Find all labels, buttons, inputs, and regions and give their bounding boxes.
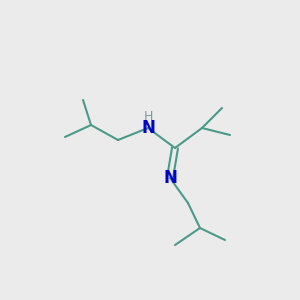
Text: N: N [141, 119, 155, 137]
Text: N: N [163, 169, 177, 187]
Text: H: H [143, 110, 153, 122]
